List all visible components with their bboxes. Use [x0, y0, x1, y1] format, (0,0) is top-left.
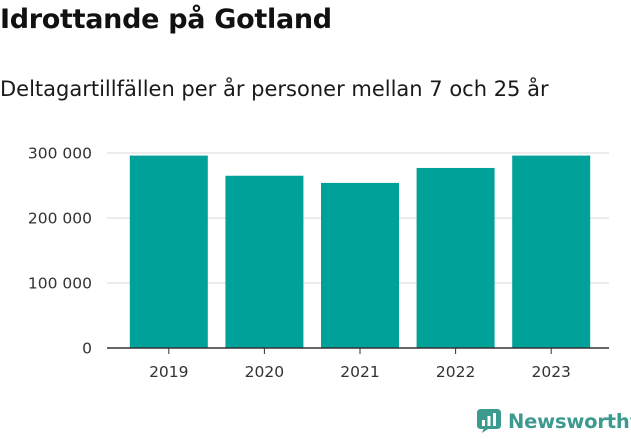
- x-axis-ticks: 2019 2020 2021 2022 2023: [149, 348, 571, 381]
- y-tick-label: 0: [82, 340, 92, 358]
- bar-2023: [512, 155, 591, 348]
- chart-subtitle: Deltagartillfällen per år personer mella…: [0, 77, 549, 101]
- x-tick-label: 2020: [245, 363, 284, 381]
- y-tick-label: 200 000: [28, 210, 92, 228]
- bar-2020: [225, 175, 304, 348]
- y-tick-label: 300 000: [28, 145, 92, 163]
- x-tick-label: 2022: [436, 363, 475, 381]
- x-tick-label: 2021: [340, 363, 379, 381]
- brand-logo: Newsworthy: [476, 408, 631, 434]
- y-axis-ticks: 0 100 000 200 000 300 000: [28, 145, 92, 358]
- bar-2021: [321, 182, 399, 348]
- x-tick-label: 2023: [531, 363, 570, 381]
- y-tick-label: 100 000: [28, 275, 92, 293]
- x-tick-label: 2019: [149, 363, 188, 381]
- bars: [129, 155, 591, 348]
- bar-2019: [129, 155, 208, 348]
- newsworthy-logo-icon: [477, 409, 501, 433]
- chart-title: Idrottande på Gotland: [0, 4, 332, 35]
- brand-name: Newsworthy: [508, 409, 631, 433]
- bar-2022: [416, 167, 495, 348]
